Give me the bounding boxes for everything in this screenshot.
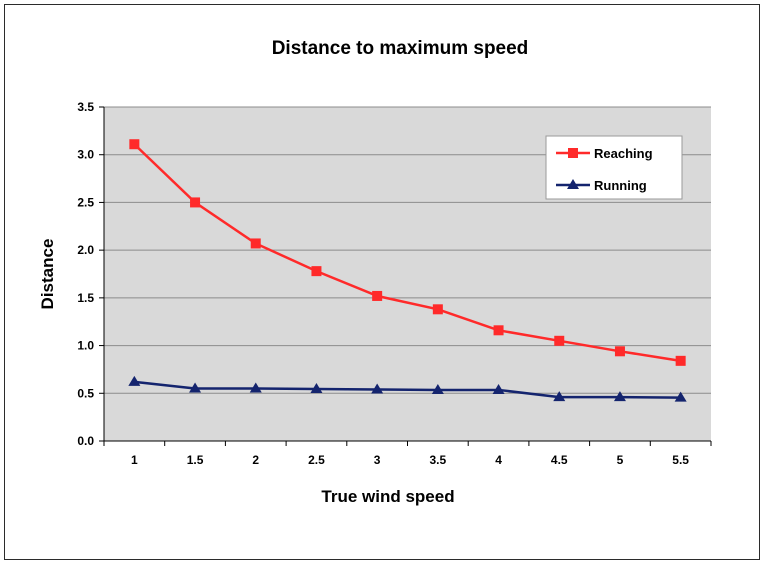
legend-running-marker (567, 179, 579, 189)
x-tick-label: 2 (252, 453, 259, 467)
y-tick-label: 3.0 (77, 148, 94, 162)
y-tick-label: 1.5 (77, 291, 94, 305)
y-tick-label: 0.0 (77, 434, 94, 448)
reaching-point (250, 238, 261, 249)
x-tick-label: 4 (495, 453, 502, 467)
running-point (553, 391, 566, 402)
chart-title: Distance to maximum speed (272, 38, 529, 59)
y-tick-label: 3.5 (77, 100, 94, 114)
x-tick-label: 1.5 (187, 453, 204, 467)
series-reaching (129, 139, 686, 366)
x-tick-label: 2.5 (308, 453, 325, 467)
reaching-point (493, 325, 504, 336)
reaching-line (133, 143, 681, 363)
x-tick-label: 5.5 (672, 453, 689, 467)
legend: Reaching Running (545, 135, 683, 200)
legend-reaching-marker (568, 148, 578, 158)
reaching-point (432, 304, 443, 315)
y-tick-label: 2.0 (77, 243, 94, 257)
running-point (310, 382, 323, 393)
y-tick-label: 2.5 (77, 195, 94, 209)
x-tick-label: 4.5 (551, 453, 568, 467)
y-tick-label: 1.0 (77, 339, 94, 353)
y-axis-label: Distance (38, 239, 57, 310)
series-layer (128, 139, 687, 402)
reaching-point (372, 290, 383, 301)
running-point (189, 382, 202, 393)
x-tick-label: 3.5 (430, 453, 447, 467)
reaching-point (614, 346, 625, 357)
y-tick-label: 0.5 (77, 386, 94, 400)
reaching-point (311, 266, 322, 277)
running-point (674, 391, 687, 402)
running-line (134, 380, 681, 399)
axes: 0.0 0.5 1.0 1.5 2.0 2.5 3.0 3.5 1 1.5 2 2.5 3 3.5 4 4.5… (77, 100, 712, 467)
x-tick-label: 1 (131, 453, 138, 467)
legend-running-label: Running (594, 178, 647, 193)
running-point (371, 383, 384, 394)
x-tick-label: 5 (617, 453, 624, 467)
running-point (492, 383, 505, 394)
running-point (431, 383, 444, 394)
reaching-point (554, 335, 565, 346)
x-axis-label: True wind speed (321, 487, 454, 506)
reaching-point (675, 355, 686, 366)
series-running (128, 375, 687, 402)
reaching-point (190, 197, 201, 208)
running-point (128, 375, 141, 386)
running-point (613, 391, 626, 402)
legend-reaching-label: Reaching (594, 146, 653, 161)
running-point (249, 382, 262, 393)
x-tick-label: 3 (374, 453, 381, 467)
reaching-point (129, 139, 140, 150)
